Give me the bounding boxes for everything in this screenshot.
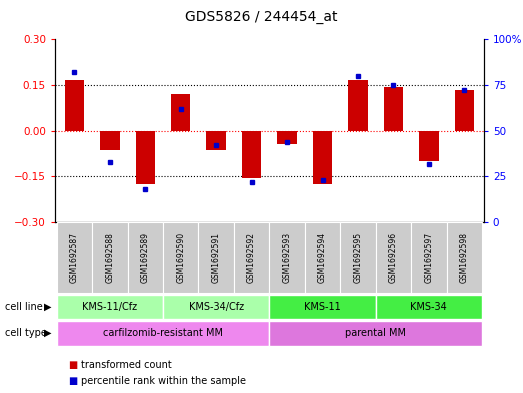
Text: ■: ■ <box>68 360 77 370</box>
Text: KMS-34/Cfz: KMS-34/Cfz <box>189 302 244 312</box>
Bar <box>340 222 376 293</box>
Bar <box>384 86 403 130</box>
Bar <box>56 321 269 345</box>
Bar <box>419 130 439 161</box>
Text: GSM1692595: GSM1692595 <box>354 232 362 283</box>
Bar <box>56 222 92 293</box>
Text: KMS-11: KMS-11 <box>304 302 341 312</box>
Bar <box>207 130 226 151</box>
Bar <box>242 130 262 178</box>
Bar <box>269 321 482 345</box>
Bar <box>376 222 411 293</box>
Text: transformed count: transformed count <box>81 360 172 370</box>
Bar <box>135 130 155 184</box>
Bar <box>348 81 368 130</box>
Bar <box>269 222 305 293</box>
Text: carfilzomib-resistant MM: carfilzomib-resistant MM <box>103 328 223 338</box>
Bar <box>305 222 340 293</box>
Bar <box>198 222 234 293</box>
Bar <box>56 295 163 319</box>
Text: ■: ■ <box>68 376 77 386</box>
Text: percentile rank within the sample: percentile rank within the sample <box>81 376 246 386</box>
Text: GDS5826 / 244454_at: GDS5826 / 244454_at <box>185 10 338 24</box>
Bar <box>411 222 447 293</box>
Bar <box>313 130 332 184</box>
Bar <box>269 295 376 319</box>
Bar <box>163 295 269 319</box>
Bar <box>454 90 474 130</box>
Bar <box>234 222 269 293</box>
Bar <box>100 130 120 151</box>
Text: GSM1692593: GSM1692593 <box>282 232 291 283</box>
Bar <box>92 222 128 293</box>
Bar <box>65 81 84 130</box>
Text: GSM1692589: GSM1692589 <box>141 232 150 283</box>
Bar <box>163 222 198 293</box>
Text: GSM1692590: GSM1692590 <box>176 232 185 283</box>
Text: GSM1692591: GSM1692591 <box>212 232 221 283</box>
Text: ▶: ▶ <box>44 302 51 312</box>
Text: GSM1692598: GSM1692598 <box>460 232 469 283</box>
Text: GSM1692592: GSM1692592 <box>247 232 256 283</box>
Text: parental MM: parental MM <box>345 328 406 338</box>
Text: GSM1692597: GSM1692597 <box>424 232 434 283</box>
Text: cell type: cell type <box>5 328 47 338</box>
Text: KMS-11/Cfz: KMS-11/Cfz <box>82 302 138 312</box>
Text: ▶: ▶ <box>44 328 51 338</box>
Text: GSM1692588: GSM1692588 <box>105 232 115 283</box>
Bar <box>128 222 163 293</box>
Text: GSM1692596: GSM1692596 <box>389 232 398 283</box>
Bar <box>171 94 190 130</box>
Text: GSM1692587: GSM1692587 <box>70 232 79 283</box>
Text: GSM1692594: GSM1692594 <box>318 232 327 283</box>
Bar <box>376 295 482 319</box>
Text: cell line: cell line <box>5 302 43 312</box>
Bar <box>447 222 482 293</box>
Bar <box>277 130 297 144</box>
Text: KMS-34: KMS-34 <box>411 302 447 312</box>
